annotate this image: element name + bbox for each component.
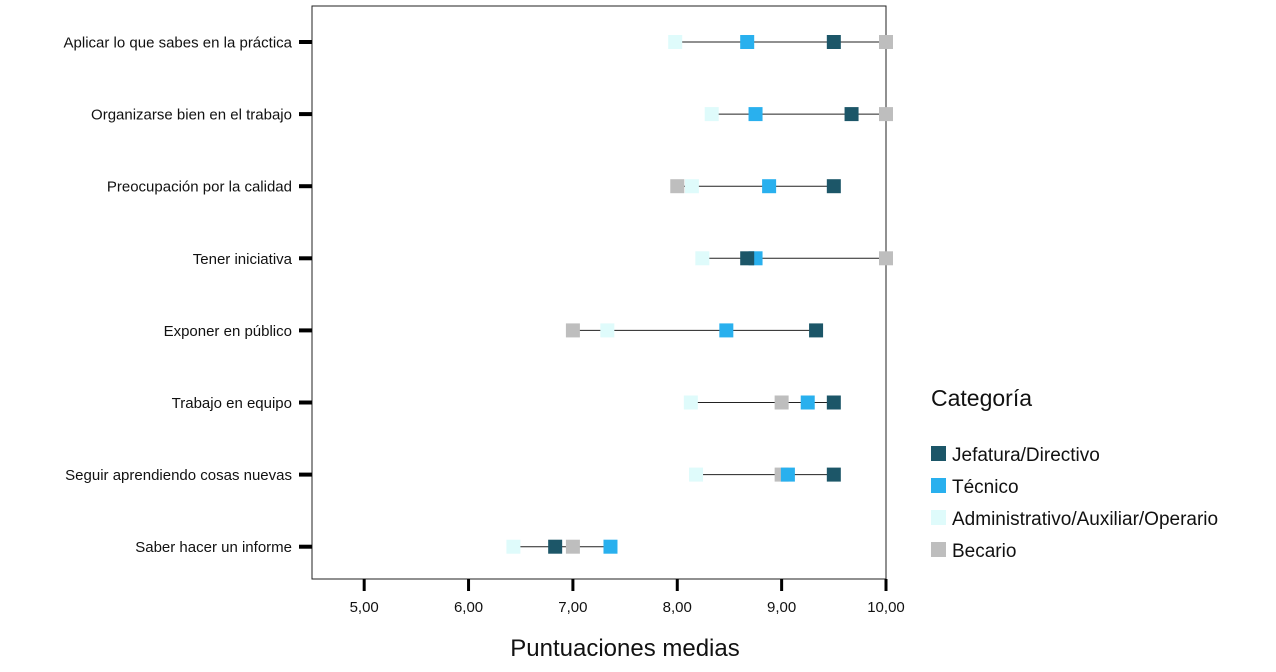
marker-becario (670, 179, 685, 194)
marker-administrativo-auxiliar-operario (506, 539, 521, 554)
y-tick-label: Tener iniciativa (193, 251, 293, 268)
y-axis: Aplicar lo que sabes en la práctica Organ… (64, 35, 312, 556)
x-tick-label: 9,00 (767, 599, 796, 616)
legend: Categoría Jefatura/Directivo Técnico Admin… (931, 385, 1218, 562)
y-tick-label: Seguir aprendiendo cosas nuevas (65, 467, 292, 484)
marker-jefatura-directivo (548, 539, 563, 554)
marker-becario (879, 35, 893, 49)
marker-tecnico (603, 539, 618, 554)
marker-tecnico (740, 35, 755, 49)
y-tick-label: Saber hacer un informe (135, 539, 292, 556)
x-tick-label: 8,00 (663, 599, 692, 616)
marker-jefatura-directivo (826, 467, 841, 482)
marker-tecnico (780, 467, 795, 482)
marker-jefatura-directivo (740, 251, 755, 266)
y-tick-label: Aplicar lo que sabes en la práctica (64, 35, 293, 52)
marker-tecnico (762, 179, 777, 194)
marker-administrativo-auxiliar-operario (684, 179, 699, 194)
marker-administrativo-auxiliar-operario (668, 35, 683, 49)
marker-jefatura-directivo (844, 107, 859, 122)
y-tick-label: Trabajo en equipo (172, 395, 292, 412)
legend-title: Categoría (931, 385, 1032, 411)
marker-becario (774, 395, 789, 410)
marker-jefatura-directivo (809, 323, 824, 338)
marker-administrativo-auxiliar-operario (683, 395, 698, 410)
marker-jefatura-directivo (826, 395, 841, 410)
marker-becario (565, 323, 580, 338)
legend-label-tecnico: Técnico (952, 477, 1019, 498)
markers (506, 35, 893, 554)
legend-swatch-jefatura-directivo (931, 446, 946, 461)
y-tick-label: Preocupación por la calidad (107, 179, 292, 196)
x-tick-label: 7,00 (558, 599, 587, 616)
legend-label-administrativo-auxiliar-operario: Administrativo/Auxiliar/Operario (952, 509, 1218, 530)
marker-administrativo-auxiliar-operario (695, 251, 710, 266)
x-tick-label: 6,00 (454, 599, 483, 616)
marker-administrativo-auxiliar-operario (704, 107, 719, 122)
x-axis-title: Puntuaciones medias (510, 635, 739, 662)
marker-becario (565, 539, 580, 554)
marker-tecnico (800, 395, 815, 410)
legend-swatch-tecnico (931, 478, 946, 493)
legend-label-becario: Becario (952, 541, 1016, 562)
x-tick-label: 5,00 (350, 599, 379, 616)
y-tick-label: Exponer en público (164, 323, 292, 340)
marker-administrativo-auxiliar-operario (600, 323, 615, 338)
x-axis: 5,00 6,00 7,00 8,00 9,00 10,00 (350, 579, 905, 616)
marker-administrativo-auxiliar-operario (689, 467, 704, 482)
marker-tecnico (719, 323, 734, 338)
marker-tecnico (748, 107, 763, 122)
plot-frame (311, 5, 887, 580)
marker-becario (879, 251, 893, 266)
marker-becario (879, 107, 893, 122)
marker-jefatura-directivo (826, 35, 841, 49)
legend-label-jefatura-directivo: Jefatura/Directivo (952, 445, 1100, 466)
y-tick-label: Organizarse bien en el trabajo (91, 107, 292, 124)
legend-swatch-becario (931, 542, 946, 557)
marker-jefatura-directivo (826, 179, 841, 194)
x-tick-label: 10,00 (867, 599, 905, 616)
legend-swatch-administrativo-auxiliar-operario (931, 510, 946, 525)
